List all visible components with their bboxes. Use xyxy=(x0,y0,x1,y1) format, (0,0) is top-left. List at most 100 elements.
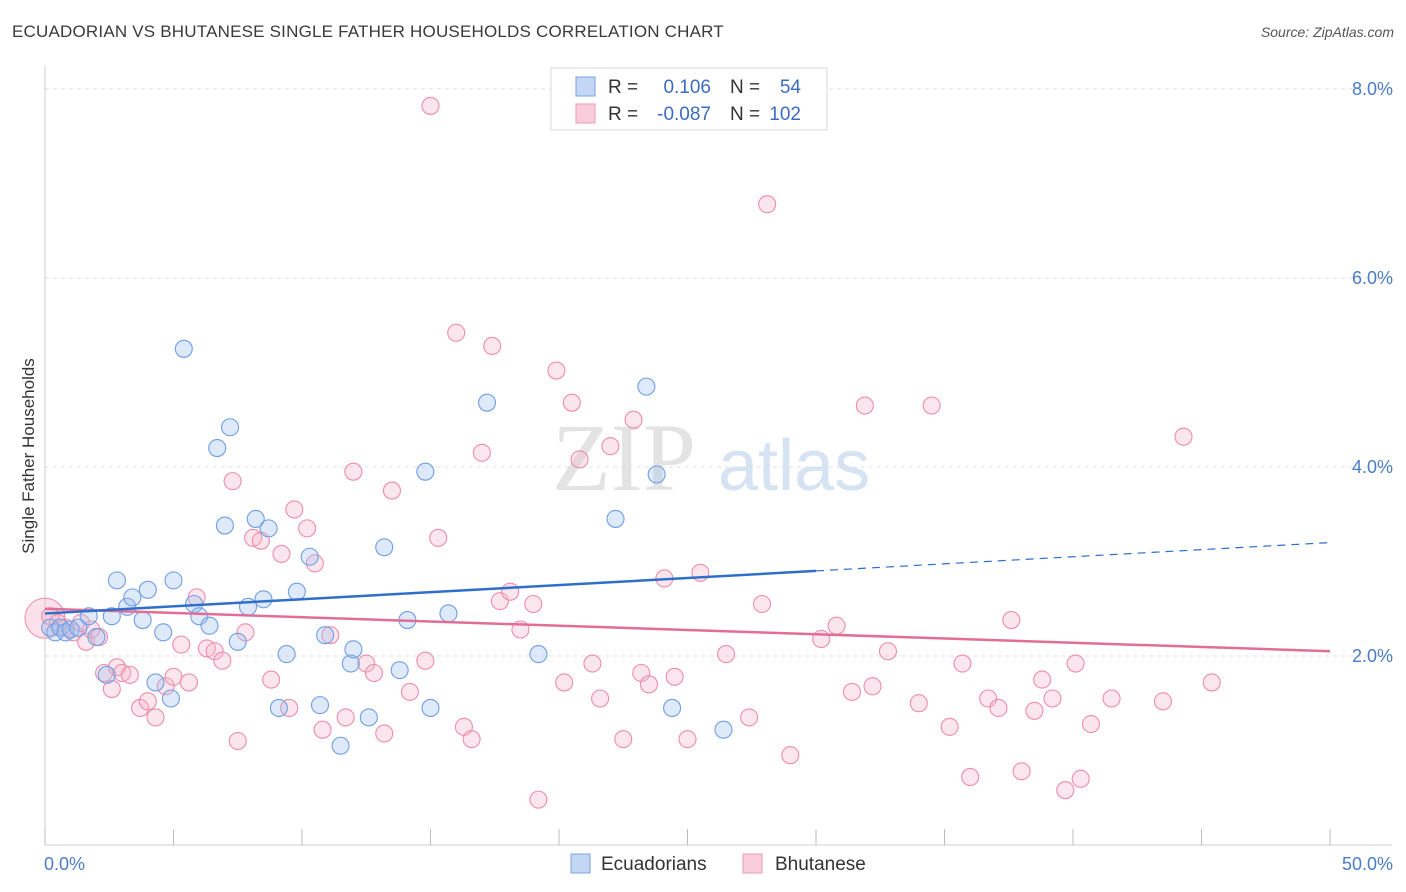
data-point-bhutanese xyxy=(205,642,224,661)
data-point-ecuadorian xyxy=(300,547,319,566)
data-point-bhutanese xyxy=(639,675,659,694)
data-point-bhutanese xyxy=(758,195,777,214)
bhutanese-points xyxy=(24,96,1221,809)
data-point-bhutanese xyxy=(1033,670,1052,689)
data-point-ecuadorian xyxy=(107,571,127,590)
x-tick-label: 0.0% xyxy=(44,854,85,874)
data-point-ecuadorian xyxy=(220,418,240,437)
data-point-ecuadorian xyxy=(215,516,234,535)
data-point-bhutanese xyxy=(472,443,491,462)
data-point-ecuadorian xyxy=(310,696,330,715)
data-point-ecuadorian xyxy=(174,339,193,358)
data-point-bhutanese xyxy=(285,500,304,519)
ecuadorian-points xyxy=(41,339,733,755)
gridlines xyxy=(45,88,1392,657)
data-point-bhutanese xyxy=(953,654,972,673)
watermark-atlas: atlas xyxy=(718,426,870,506)
data-point-ecuadorian xyxy=(69,618,88,637)
legend-r-value-1: 0.106 xyxy=(663,77,711,98)
data-point-ecuadorian xyxy=(164,571,183,590)
data-point-bhutanese xyxy=(529,790,548,809)
data-point-bhutanese xyxy=(1025,701,1044,720)
data-point-bhutanese xyxy=(172,635,191,654)
data-point-bhutanese xyxy=(855,396,874,415)
data-point-bhutanese xyxy=(236,623,255,642)
data-point-bhutanese xyxy=(120,665,139,684)
data-point-bhutanese xyxy=(416,651,435,670)
data-point-bhutanese xyxy=(752,594,772,614)
data-point-bhutanese xyxy=(716,645,736,664)
legend-n-label-1: N = xyxy=(730,77,760,98)
data-point-bhutanese xyxy=(146,708,165,727)
x-tick-labels: 0.0% 50.0% xyxy=(44,854,1393,874)
data-point-bhutanese xyxy=(570,450,589,469)
data-point-bhutanese xyxy=(583,654,602,673)
data-point-bhutanese xyxy=(1043,689,1062,708)
data-point-ecuadorian xyxy=(97,665,116,684)
data-point-bhutanese xyxy=(447,323,466,342)
data-point-bhutanese xyxy=(280,698,299,718)
data-point-bhutanese xyxy=(909,694,928,713)
data-point-bhutanese xyxy=(501,582,520,601)
data-point-bhutanese xyxy=(740,708,759,727)
data-point-ecuadorian xyxy=(663,698,682,718)
legend-r-label-1: R = xyxy=(608,77,638,98)
data-point-bhutanese xyxy=(827,616,846,635)
data-point-bhutanese xyxy=(298,519,317,538)
data-point-bhutanese xyxy=(1081,714,1101,734)
data-point-bhutanese xyxy=(591,689,610,708)
data-point-ecuadorian xyxy=(331,736,350,755)
data-point-ecuadorian xyxy=(529,645,548,664)
data-point-ecuadorian xyxy=(390,661,409,680)
legend-n-value-2: 102 xyxy=(769,104,801,125)
data-point-bhutanese xyxy=(228,731,247,751)
data-point-bhutanese xyxy=(364,663,384,683)
data-point-ecuadorian xyxy=(287,582,306,601)
data-point-ecuadorian xyxy=(359,708,378,727)
data-point-bhutanese xyxy=(524,594,543,614)
legend-swatch-ecuadorians xyxy=(575,76,596,97)
x-tick-label: 50.0% xyxy=(1342,854,1393,874)
data-point-bhutanese xyxy=(1174,427,1193,446)
legend-r-label-2: R = xyxy=(608,104,638,125)
data-point-bhutanese xyxy=(781,746,800,765)
data-point-bhutanese xyxy=(842,682,862,701)
data-point-bhutanese xyxy=(614,730,633,749)
data-point-bhutanese xyxy=(131,698,150,718)
data-point-ecuadorian xyxy=(439,604,458,623)
data-point-bhutanese xyxy=(1056,781,1075,800)
trend-line-ecuadorian xyxy=(44,569,817,615)
data-point-bhutanese xyxy=(940,717,959,736)
y-axis-title: Single Father Households xyxy=(19,358,38,554)
data-point-bhutanese xyxy=(400,682,419,701)
data-point-bhutanese xyxy=(102,680,121,699)
data-point-ecuadorian xyxy=(123,588,142,607)
data-point-bhutanese xyxy=(678,730,697,749)
legend-box xyxy=(550,67,828,131)
bottom-legend-swatch-ecuadorians xyxy=(570,853,591,874)
data-point-bhutanese xyxy=(313,720,332,739)
y-tick-label: 6.0% xyxy=(1352,268,1393,288)
data-point-ecuadorian xyxy=(228,632,247,651)
data-point-ecuadorian xyxy=(269,698,288,718)
data-point-ecuadorian xyxy=(316,626,335,645)
data-point-bhutanese xyxy=(336,708,355,727)
data-point-ecuadorian xyxy=(416,462,435,481)
data-point-bhutanese xyxy=(1071,769,1090,788)
data-point-bhutanese xyxy=(878,642,898,661)
data-point-bhutanese xyxy=(989,698,1008,718)
data-point-bhutanese xyxy=(1002,611,1021,630)
data-point-bhutanese xyxy=(375,724,394,743)
data-point-ecuadorian xyxy=(246,509,265,528)
data-point-ecuadorian xyxy=(421,698,440,718)
source-credit: Source: ZipAtlas.com xyxy=(1260,24,1394,40)
data-point-bhutanese xyxy=(429,528,448,547)
data-point-bhutanese xyxy=(213,651,232,670)
data-point-ecuadorian xyxy=(277,645,296,664)
data-point-bhutanese xyxy=(483,336,502,356)
legend-r-value-2: -0.087 xyxy=(657,104,711,125)
data-point-bhutanese xyxy=(321,626,340,645)
legend-swatch-bhutanese xyxy=(575,103,596,124)
bottom-legend-bhutanese: Bhutanese xyxy=(775,854,866,875)
